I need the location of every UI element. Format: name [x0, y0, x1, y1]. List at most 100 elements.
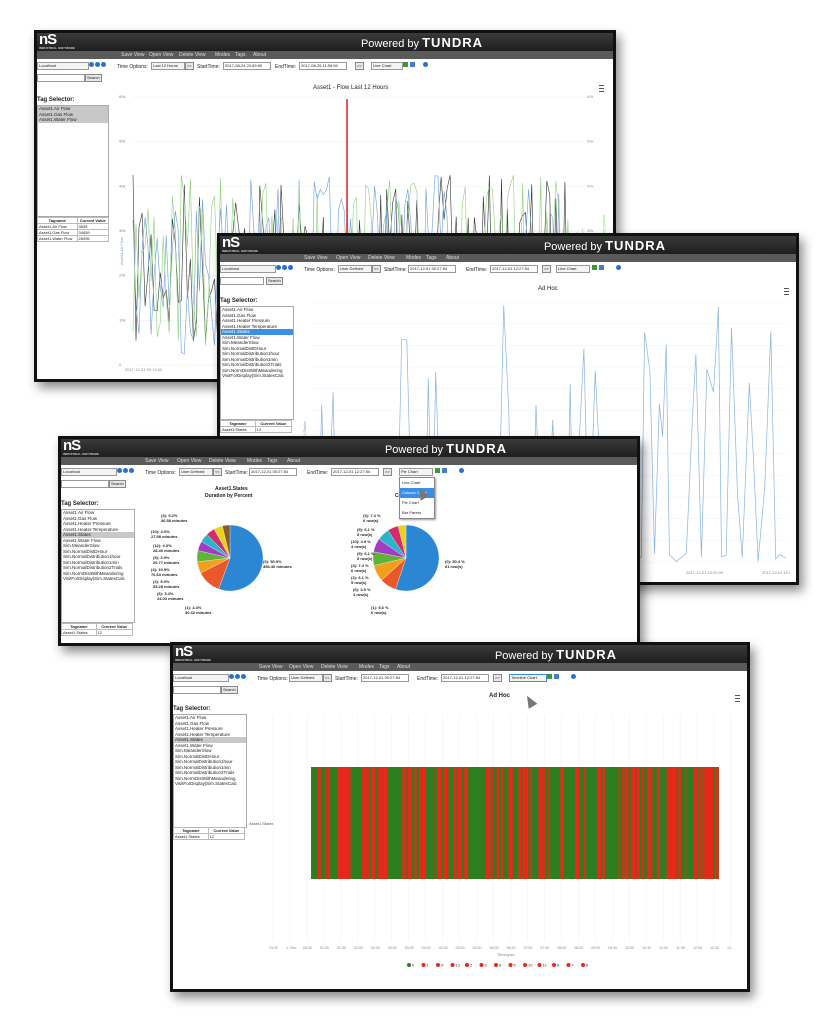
search-button[interactable]: Search	[221, 686, 238, 694]
search-input[interactable]	[37, 74, 85, 82]
tag-item[interactable]: Sim.NormDistWithMeandering	[222, 367, 283, 373]
tag-item[interactable]: Sim.NormDistWithMeandering	[175, 775, 236, 781]
menu-about[interactable]: About	[397, 664, 411, 670]
chart-menu-icon[interactable]	[784, 288, 789, 295]
tag-item[interactable]: Asset1.Air Flow	[38, 106, 108, 112]
start-time-input[interactable]: 2017-12-01 00:27:54	[249, 468, 297, 476]
chart-type-select[interactable]: Pie Chart	[399, 468, 433, 476]
tag-item[interactable]: VisitForDisplay|Sim.StatesCalc	[222, 373, 284, 378]
chart-menu-icon[interactable]	[735, 695, 740, 702]
tag-item[interactable]: Asset1.Heater Temperature	[222, 323, 277, 329]
menu-tags[interactable]: Tags	[426, 255, 437, 261]
time-options-select[interactable]: User Defined	[338, 265, 372, 273]
remove-icon[interactable]	[235, 674, 240, 679]
menu-open-view[interactable]: Open View	[289, 664, 314, 670]
prev-button[interactable]: <<	[372, 265, 381, 273]
refresh-icon[interactable]	[288, 265, 293, 270]
save-chart-icon[interactable]	[592, 265, 597, 270]
option-line-chart[interactable]: Line Chart	[402, 480, 421, 485]
chart-type-select[interactable]: Line Chart	[556, 265, 590, 273]
menu-open-view[interactable]: Open View	[336, 255, 361, 261]
tag-item[interactable]: Asset1.States	[62, 532, 134, 538]
tag-item[interactable]: Asset1.Heater Temperature	[175, 731, 230, 737]
menu-delete-view[interactable]: Delete View	[179, 52, 206, 58]
save-chart-icon[interactable]	[403, 62, 408, 67]
end-time-input[interactable]: 2017-12-01 12:27:54	[331, 468, 379, 476]
prev-button[interactable]: <<	[185, 62, 194, 70]
save-chart-icon[interactable]	[435, 468, 440, 473]
settings-icon[interactable]	[616, 265, 621, 270]
remove-icon[interactable]	[282, 265, 287, 270]
start-time-input[interactable]: 2017-12-01 00:27:54	[408, 265, 456, 273]
tag-item[interactable]: Asset1.Heater Temperature	[63, 526, 118, 532]
tag-item[interactable]: Sim.MeanderSlow	[175, 748, 212, 753]
settings-icon[interactable]	[459, 468, 464, 473]
add-icon[interactable]	[117, 468, 122, 473]
tag-item[interactable]: Asset1.States	[221, 329, 293, 335]
search-button[interactable]: Search	[85, 74, 102, 82]
menu-tags[interactable]: Tags	[379, 664, 390, 670]
next-button[interactable]: >>	[383, 468, 392, 476]
refresh-icon[interactable]	[129, 468, 134, 473]
tag-item[interactable]: Asset1.Air Flow	[175, 715, 207, 720]
tag-item[interactable]: Asset1.Air Flow	[63, 510, 95, 515]
tag-list[interactable]: Asset1.Air Flow Asset1.Gas Flow Asset1.Hea…	[173, 714, 247, 828]
chart-menu-icon[interactable]	[599, 85, 604, 92]
tag-item[interactable]: VisitForDisplay|Sim.StatesCalc	[175, 781, 237, 786]
menu-open-view[interactable]: Open View	[177, 458, 202, 464]
tag-list[interactable]: Asset1.Air Flow Asset1.Gas Flow Asset1.W…	[37, 105, 109, 217]
search-input[interactable]	[220, 277, 264, 285]
save-chart-icon[interactable]	[547, 674, 552, 679]
tag-item[interactable]: Sim.NormalDistribution1min	[222, 356, 278, 362]
menu-save-view[interactable]: Save View	[304, 255, 328, 261]
tag-item[interactable]: Sim.NormalDistribution1min	[175, 764, 231, 770]
start-time-input[interactable]: 2017-12-01 00:27:54	[361, 674, 409, 682]
remove-icon[interactable]	[123, 468, 128, 473]
menu-modes[interactable]: Modes	[215, 52, 231, 58]
menu-about[interactable]: About	[287, 458, 301, 464]
tag-item[interactable]: Asset1.Water Flow	[222, 334, 260, 340]
settings-icon[interactable]	[571, 674, 576, 679]
export-icon[interactable]	[554, 674, 559, 679]
start-time-input[interactable]: 2017-08-24 23:59:50	[223, 62, 271, 70]
next-button[interactable]: >>	[355, 62, 364, 70]
tag-item[interactable]: Asset1.Heater Pressure	[63, 521, 111, 526]
tag-item[interactable]: Sim.NormalDistribution2Trials	[175, 770, 235, 775]
menu-modes[interactable]: Modes	[247, 458, 263, 464]
menu-delete-view[interactable]: Delete View	[368, 255, 395, 261]
tag-item[interactable]: Asset1.States	[174, 737, 246, 743]
tag-item[interactable]: Sim.NormalDistribution2Trials	[222, 362, 282, 367]
tag-item[interactable]: Asset1.Gas Flow	[63, 515, 98, 521]
search-button[interactable]: Search	[266, 277, 283, 285]
tag-item[interactable]: Sim.NormalDistDHour	[63, 548, 108, 554]
menu-save-view[interactable]: Save View	[121, 52, 145, 58]
prev-button[interactable]: <<	[323, 674, 332, 682]
tag-item[interactable]: Asset1.Heater Pressure	[222, 318, 270, 323]
search-input[interactable]	[61, 480, 109, 488]
chart-type-dropdown[interactable]: Line Chart Column Chart Pie Chart Bar Pa…	[399, 477, 435, 519]
server-select[interactable]: Localhost	[37, 62, 89, 70]
chart-type-select[interactable]: Timeline Chart	[509, 674, 547, 682]
server-select[interactable]: Localhost	[220, 265, 276, 273]
server-select[interactable]: Localhost	[173, 674, 229, 682]
menu-modes[interactable]: Modes	[406, 255, 422, 261]
option-bar-pareto[interactable]: Bar Pareto	[402, 510, 422, 515]
add-icon[interactable]	[276, 265, 281, 270]
tag-item[interactable]: Sim.NormalDistDHour	[175, 753, 220, 759]
menu-save-view[interactable]: Save View	[259, 664, 283, 670]
option-column-chart[interactable]: Column Chart	[400, 488, 434, 498]
prev-button[interactable]: <<	[213, 468, 222, 476]
tag-item[interactable]: Sim.NormalDistribution1hour	[63, 554, 121, 559]
tag-item[interactable]: Sim.MeanderSlow	[222, 340, 259, 345]
menu-delete-view[interactable]: Delete View	[321, 664, 348, 670]
export-icon[interactable]	[442, 468, 447, 473]
menu-about[interactable]: About	[253, 52, 267, 58]
tag-list[interactable]: Asset1.Air Flow Asset1.Gas Flow Asset1.Hea…	[61, 509, 135, 623]
tag-item[interactable]: Asset1.Gas Flow	[38, 111, 108, 117]
time-options-select[interactable]: User Defined	[289, 674, 323, 682]
tag-item[interactable]: VisitForDisplay|Sim.StatesCalc	[63, 576, 125, 581]
remove-icon[interactable]	[95, 62, 100, 67]
tag-item[interactable]: Sim.NormalDistDHour	[222, 345, 267, 351]
tag-item[interactable]: Sim.MeanderSlow	[63, 543, 100, 548]
tag-item[interactable]: Asset1.Water Flow	[63, 537, 101, 543]
